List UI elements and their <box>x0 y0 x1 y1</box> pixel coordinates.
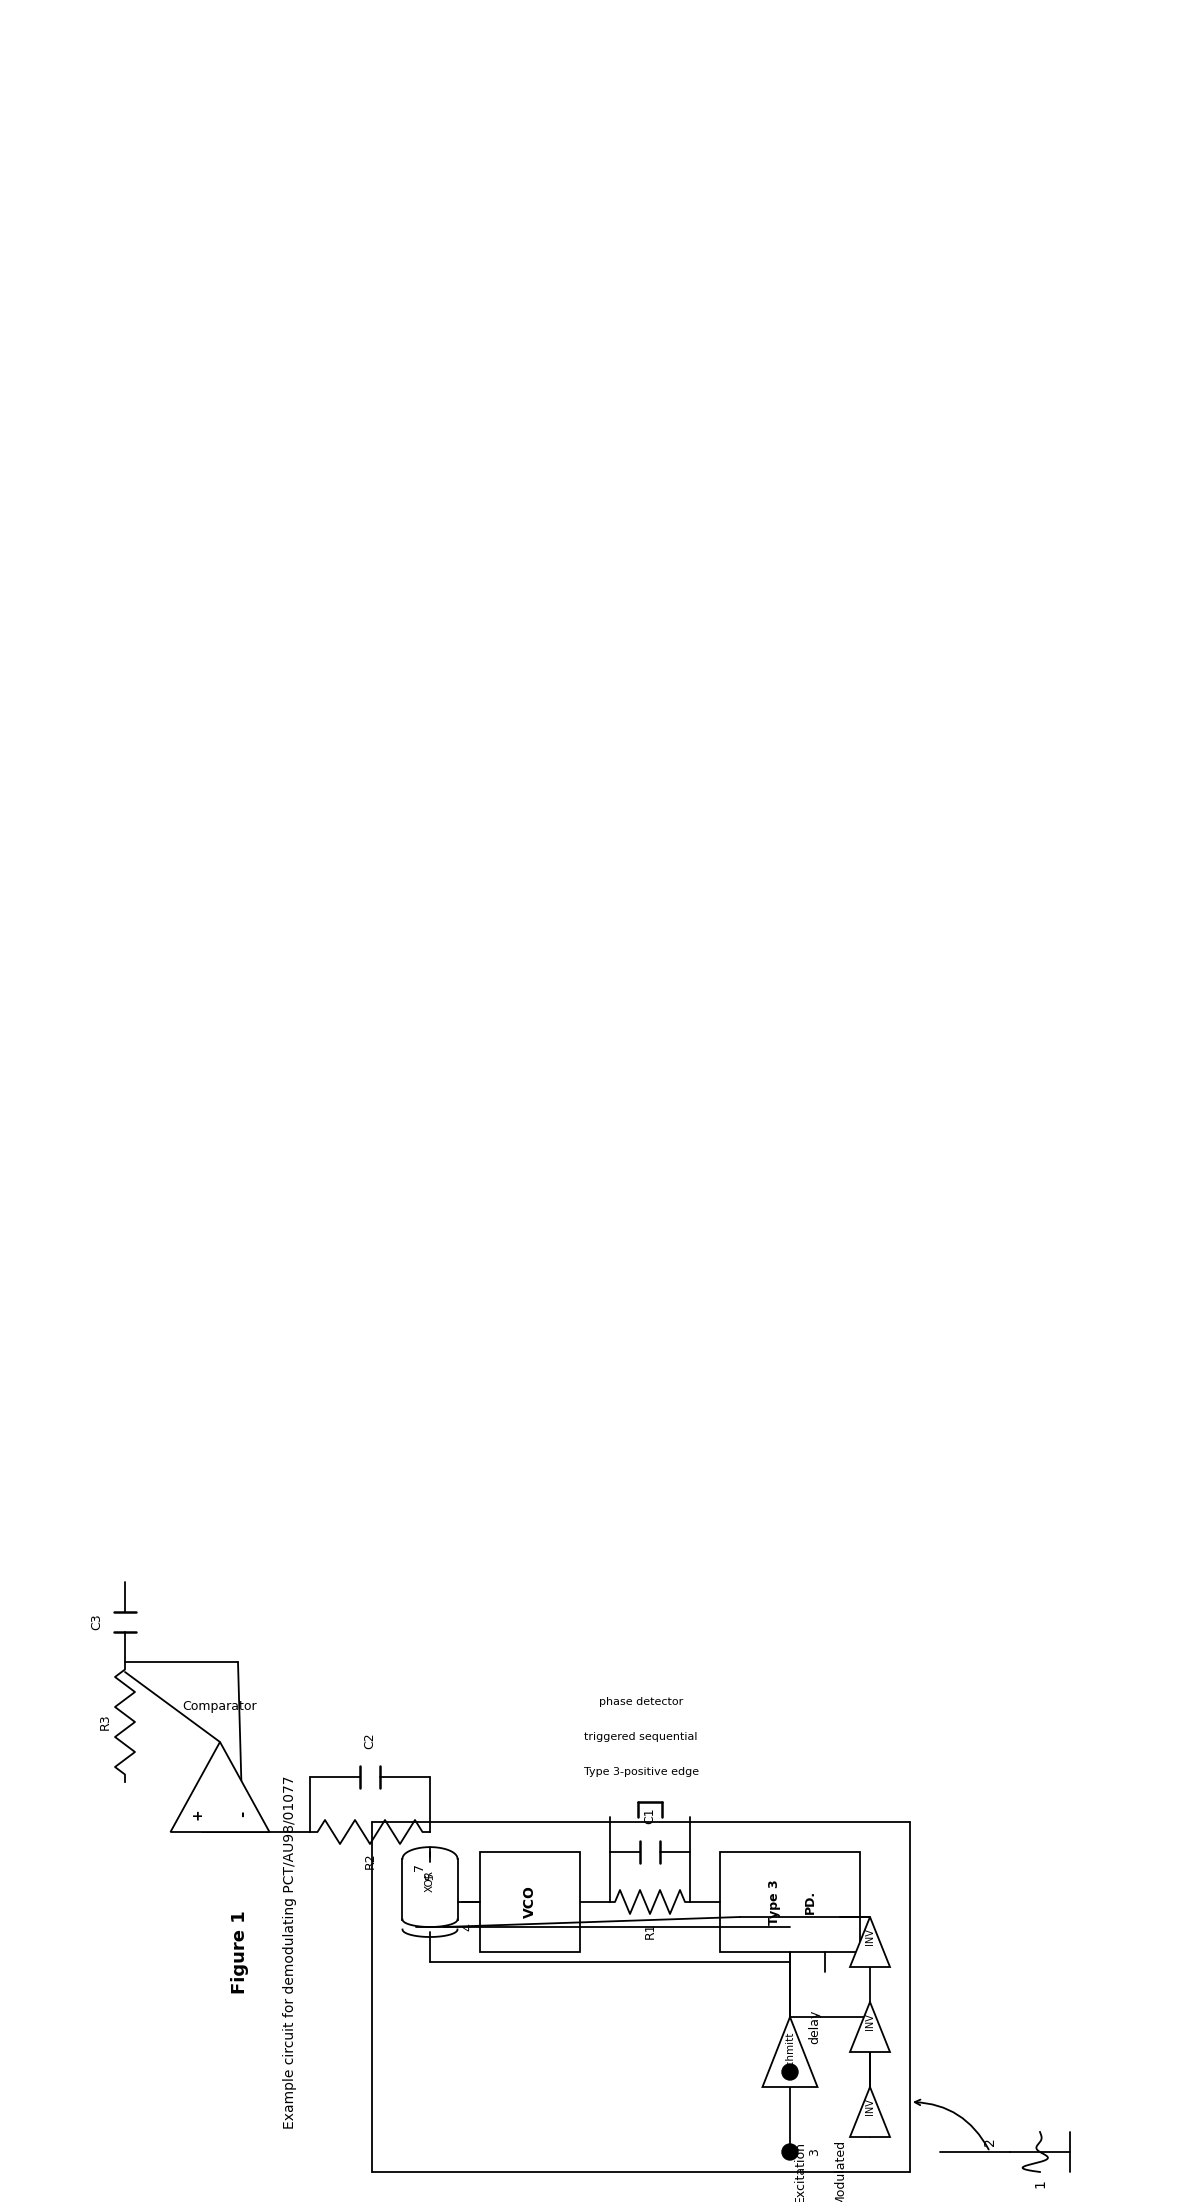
Bar <box>720 1852 860 1951</box>
Text: Modulated: Modulated <box>833 2138 846 2202</box>
Polygon shape <box>763 2017 818 2087</box>
Text: INV: INV <box>865 2099 875 2116</box>
Polygon shape <box>170 1742 269 1832</box>
Text: phase detector: phase detector <box>599 1698 683 1707</box>
Text: INV: INV <box>865 1929 875 1944</box>
Circle shape <box>782 2145 798 2160</box>
Text: Example circuit for demodulating PCT/AU98/01077: Example circuit for demodulating PCT/AU9… <box>283 1775 298 2129</box>
Polygon shape <box>850 2087 890 2136</box>
Text: Figure 1: Figure 1 <box>231 1909 249 1993</box>
Text: 4: 4 <box>461 1922 474 1931</box>
Text: Excitation: Excitation <box>794 2140 807 2202</box>
Text: 7: 7 <box>413 1863 426 1872</box>
Text: delay: delay <box>808 2010 821 2043</box>
Text: VCO: VCO <box>522 1885 537 1918</box>
Bar <box>480 1852 580 1951</box>
Text: C2: C2 <box>363 1733 376 1748</box>
Text: Type 3: Type 3 <box>769 1878 782 1925</box>
Text: C3: C3 <box>90 1614 104 1629</box>
Text: 2: 2 <box>983 2138 997 2147</box>
Text: 3: 3 <box>808 2149 821 2156</box>
Text: R2: R2 <box>363 1852 376 1869</box>
Polygon shape <box>850 2002 890 2052</box>
Text: R1: R1 <box>644 1922 657 1938</box>
Text: Comparator: Comparator <box>183 1700 257 1713</box>
Text: Schmitt: Schmitt <box>785 2032 795 2072</box>
Text: 1: 1 <box>1033 2180 1047 2189</box>
Text: +: + <box>190 1808 205 1819</box>
Text: -: - <box>234 1810 250 1817</box>
Text: Type 3-positive edge: Type 3-positive edge <box>583 1766 699 1777</box>
Text: triggered sequential: triggered sequential <box>584 1733 699 1742</box>
Text: PD.: PD. <box>803 1889 816 1914</box>
Text: XOR: XOR <box>425 1869 436 1892</box>
Text: R3: R3 <box>99 1713 112 1731</box>
Circle shape <box>782 2063 798 2081</box>
Text: INV: INV <box>865 2013 875 2030</box>
Text: 5: 5 <box>425 1874 436 1881</box>
Polygon shape <box>850 1918 890 1966</box>
Text: C1: C1 <box>644 1808 657 1823</box>
